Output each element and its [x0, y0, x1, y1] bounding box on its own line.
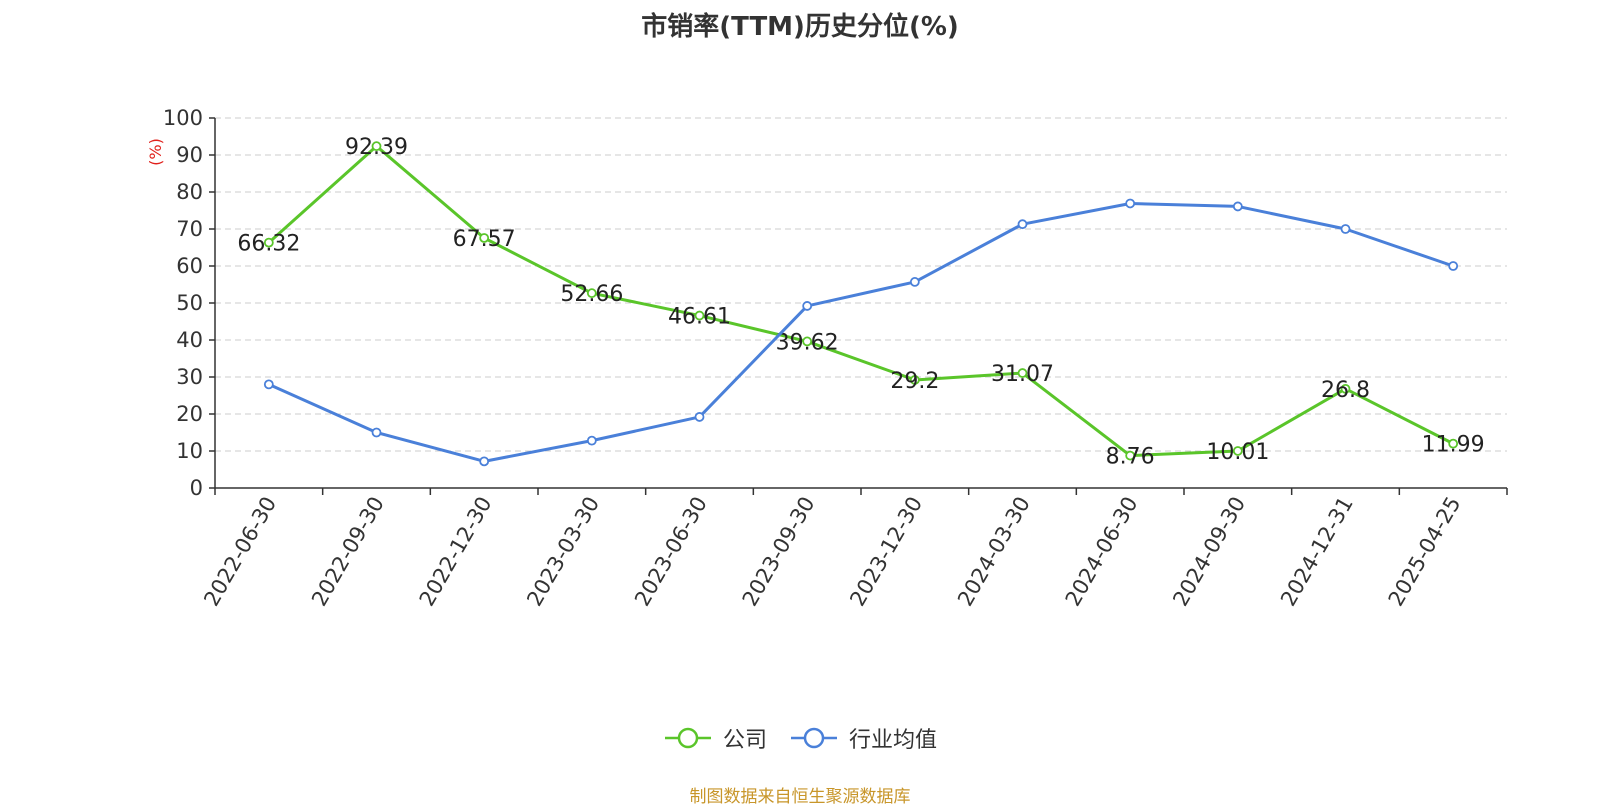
data-point-industry — [1017, 219, 1028, 230]
data-point-company — [479, 233, 490, 243]
x-tick-label: 2023-03-30 — [522, 493, 604, 611]
data-point-company — [1340, 383, 1351, 394]
y-tick-label: 50 — [176, 291, 203, 315]
data-point-industry — [1232, 201, 1243, 212]
data-point-company — [371, 141, 382, 152]
y-tick-label: 0 — [190, 476, 203, 500]
x-tick-label: 2022-06-30 — [199, 493, 281, 611]
x-tick-label: 2024-09-30 — [1168, 493, 1250, 611]
data-point-industry — [802, 301, 813, 311]
data-point-company — [1232, 446, 1243, 456]
x-tick-label: 2024-12-31 — [1276, 493, 1358, 611]
legend-industry-label: 行业均值 — [849, 728, 938, 753]
x-tick-label: 2023-12-30 — [845, 492, 927, 610]
data-label-company: 29.2 — [890, 369, 939, 394]
data-label-company: 31.07 — [991, 362, 1054, 387]
legend-company-marker-icon — [664, 727, 711, 749]
data-point-company — [909, 375, 920, 385]
legend: 公司 行业均值 — [0, 722, 1600, 754]
data-point-company — [694, 310, 705, 321]
data-label-company: 67.57 — [453, 227, 516, 252]
data-label-company: 10.01 — [1206, 440, 1269, 465]
y-tick-label: 60 — [176, 254, 203, 278]
y-tick-label: 90 — [176, 143, 203, 167]
data-label-company: 26.8 — [1321, 378, 1370, 403]
data-label-company: 92.39 — [345, 135, 408, 160]
data-point-industry — [694, 412, 705, 422]
data-point-industry — [479, 456, 490, 467]
data-label-company: 46.61 — [668, 305, 731, 330]
legend-item-company[interactable]: 公司 — [663, 722, 767, 754]
legend-company-label: 公司 — [722, 728, 767, 753]
legend-item-industry[interactable]: 行业均值 — [789, 722, 937, 754]
data-point-industry — [909, 277, 920, 287]
x-tick-label: 2022-12-30 — [415, 492, 497, 610]
x-tick-label: 2025-04-25 — [1384, 493, 1466, 611]
y-tick-label: 100 — [163, 106, 203, 130]
data-point-industry — [371, 427, 382, 438]
series-line-industry — [268, 201, 1454, 463]
x-tick-label: 2022-09-30 — [307, 493, 389, 611]
y-tick-label: 70 — [176, 217, 203, 241]
data-point-industry — [1125, 198, 1136, 209]
series-line-company — [267, 144, 1454, 458]
data-label-company: 39.62 — [776, 330, 839, 355]
data-point-company — [1448, 438, 1459, 449]
data-point-company — [586, 288, 597, 299]
x-tick-label: 2023-09-30 — [738, 493, 820, 611]
data-point-company — [263, 237, 274, 248]
y-tick-label: 40 — [176, 328, 203, 352]
y-tick-label: 80 — [176, 180, 203, 204]
data-label-company: 52.66 — [560, 282, 623, 307]
data-point-industry — [586, 435, 597, 446]
chart-title: 市销率(TTM)历史分位(%) — [641, 12, 959, 42]
data-point-industry — [1448, 261, 1459, 271]
data-point-company — [1125, 450, 1136, 461]
data-label-company: 8.76 — [1106, 445, 1155, 470]
y-tick-label: 30 — [176, 365, 203, 389]
source-note: 制图数据来自恒生聚源数据库 — [689, 787, 911, 807]
data-label-company: 66.32 — [237, 232, 300, 257]
data-label-company: 11.99 — [1422, 433, 1485, 458]
data-point-company — [802, 336, 813, 347]
data-point-industry — [1340, 224, 1351, 234]
data-point-industry — [263, 379, 274, 390]
x-tick-label: 2024-03-30 — [953, 493, 1035, 611]
x-tick-label: 2024-06-30 — [1061, 493, 1143, 611]
legend-industry-marker-icon — [791, 727, 837, 749]
data-point-company — [1017, 368, 1028, 378]
y-axis-label: (%) — [146, 138, 165, 166]
y-tick-label: 10 — [176, 439, 203, 463]
x-tick-label: 2023-06-30 — [630, 493, 712, 611]
y-tick-label: 20 — [176, 402, 203, 426]
